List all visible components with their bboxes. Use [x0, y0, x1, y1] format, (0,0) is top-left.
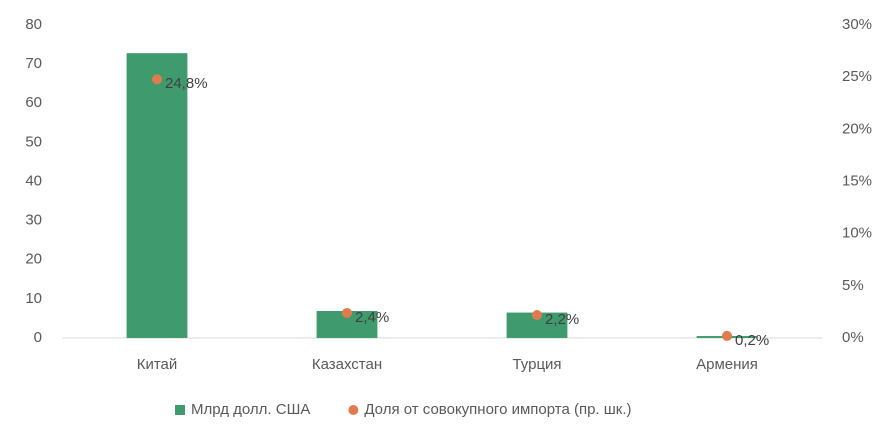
legend-swatch: [348, 405, 359, 415]
data-label: 2,4%: [355, 309, 389, 326]
dot: [152, 74, 162, 85]
x-tick-label: Китай: [137, 356, 178, 373]
y2-tick-label: 5%: [842, 277, 864, 294]
y2-tick-label: 10%: [842, 225, 872, 242]
dot: [722, 330, 732, 341]
legend-label: Млрд долл. США: [191, 401, 310, 418]
y-tick-label: 60: [25, 94, 42, 111]
x-tick-label: Армения: [696, 356, 758, 373]
legend-label: Доля от совокупного импорта (пр. шк.): [364, 401, 631, 418]
y-tick-label: 10: [25, 290, 42, 307]
legend-swatch: [175, 405, 185, 415]
dot: [342, 307, 352, 318]
data-label: 0,2%: [735, 332, 769, 349]
y-tick-label: 0: [34, 329, 42, 346]
y2-tick-label: 0%: [842, 329, 864, 346]
y2-tick-label: 15%: [842, 172, 872, 189]
data-label: 24,8%: [165, 75, 208, 92]
bar: [126, 53, 188, 339]
y-tick-label: 40: [25, 172, 42, 189]
x-tick-label: Турция: [512, 356, 561, 373]
x-tick-label: Казахстан: [312, 356, 382, 373]
y-tick-label: 30: [25, 212, 42, 229]
y2-tick-label: 30%: [842, 16, 872, 33]
y-tick-label: 80: [25, 16, 42, 33]
y-tick-label: 70: [25, 55, 42, 72]
y2-tick-label: 20%: [842, 120, 872, 137]
y-tick-label: 50: [25, 133, 42, 150]
data-label: 2,2%: [545, 311, 579, 328]
y2-tick-label: 25%: [842, 68, 872, 85]
dot: [532, 310, 542, 321]
y-tick-label: 20: [25, 251, 42, 268]
